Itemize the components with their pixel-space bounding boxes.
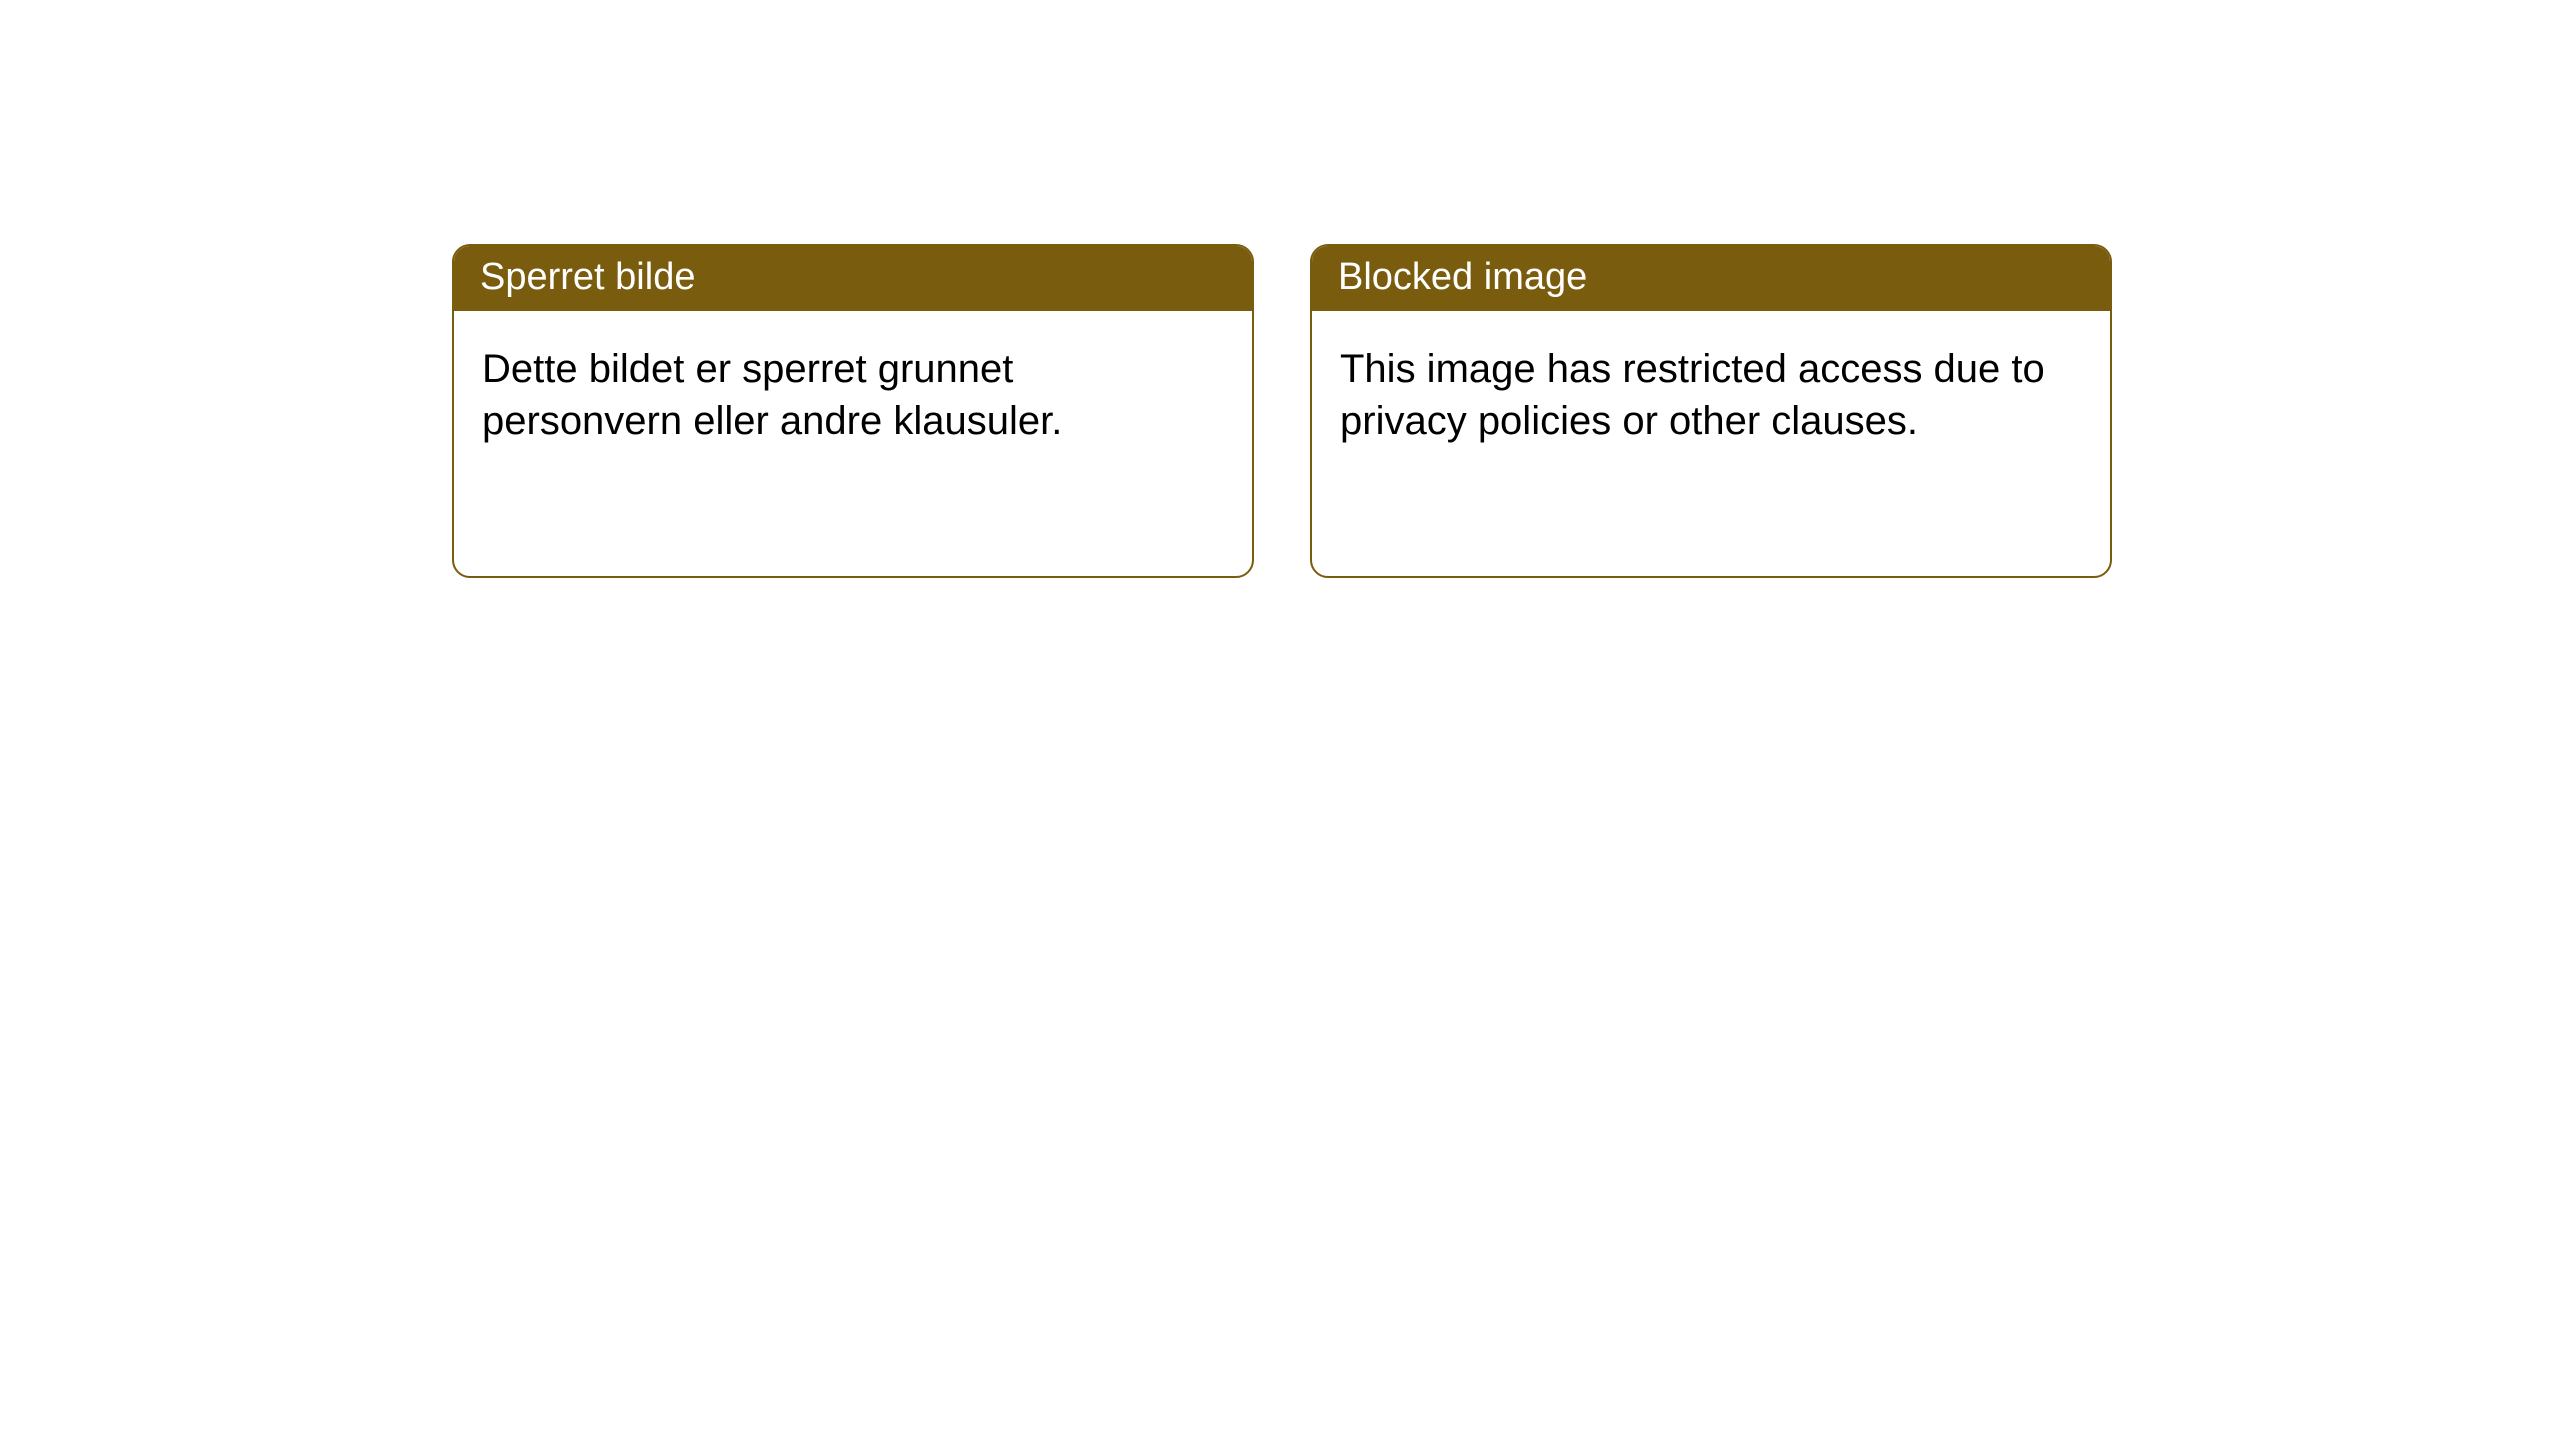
notice-box-english: Blocked image This image has restricted … (1310, 244, 2112, 578)
notice-body: This image has restricted access due to … (1312, 311, 2110, 479)
notice-box-norwegian: Sperret bilde Dette bildet er sperret gr… (452, 244, 1254, 578)
notice-header: Blocked image (1312, 246, 2110, 311)
notice-body: Dette bildet er sperret grunnet personve… (454, 311, 1252, 479)
notice-header: Sperret bilde (454, 246, 1252, 311)
notice-container: Sperret bilde Dette bildet er sperret gr… (452, 244, 2112, 578)
